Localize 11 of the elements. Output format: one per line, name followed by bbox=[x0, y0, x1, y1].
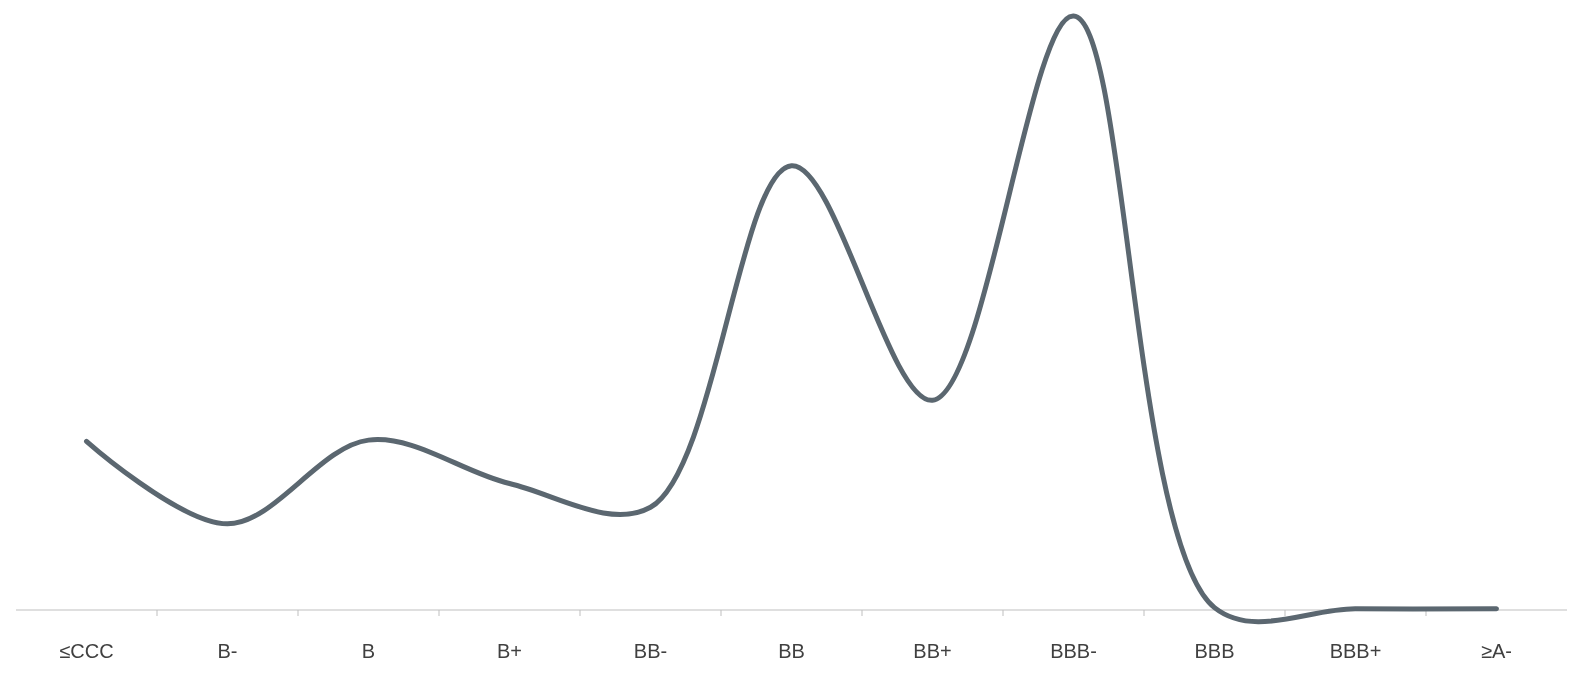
x-tick-label: BBB- bbox=[1050, 640, 1097, 662]
x-tick-label: B bbox=[361, 640, 376, 662]
x-tick-label: BB- bbox=[633, 640, 668, 662]
x-tick-label: B- bbox=[217, 640, 238, 662]
x-tick-label: ≥A- bbox=[1481, 640, 1512, 662]
x-tick-label: BBB bbox=[1194, 640, 1235, 662]
x-tick-label: BB+ bbox=[913, 640, 952, 662]
x-tick-label: BB bbox=[778, 640, 805, 662]
x-tick-label: B+ bbox=[496, 640, 523, 662]
x-tick-label: ≤CCC bbox=[59, 640, 114, 662]
x-tick-label: BBB+ bbox=[1329, 640, 1382, 662]
